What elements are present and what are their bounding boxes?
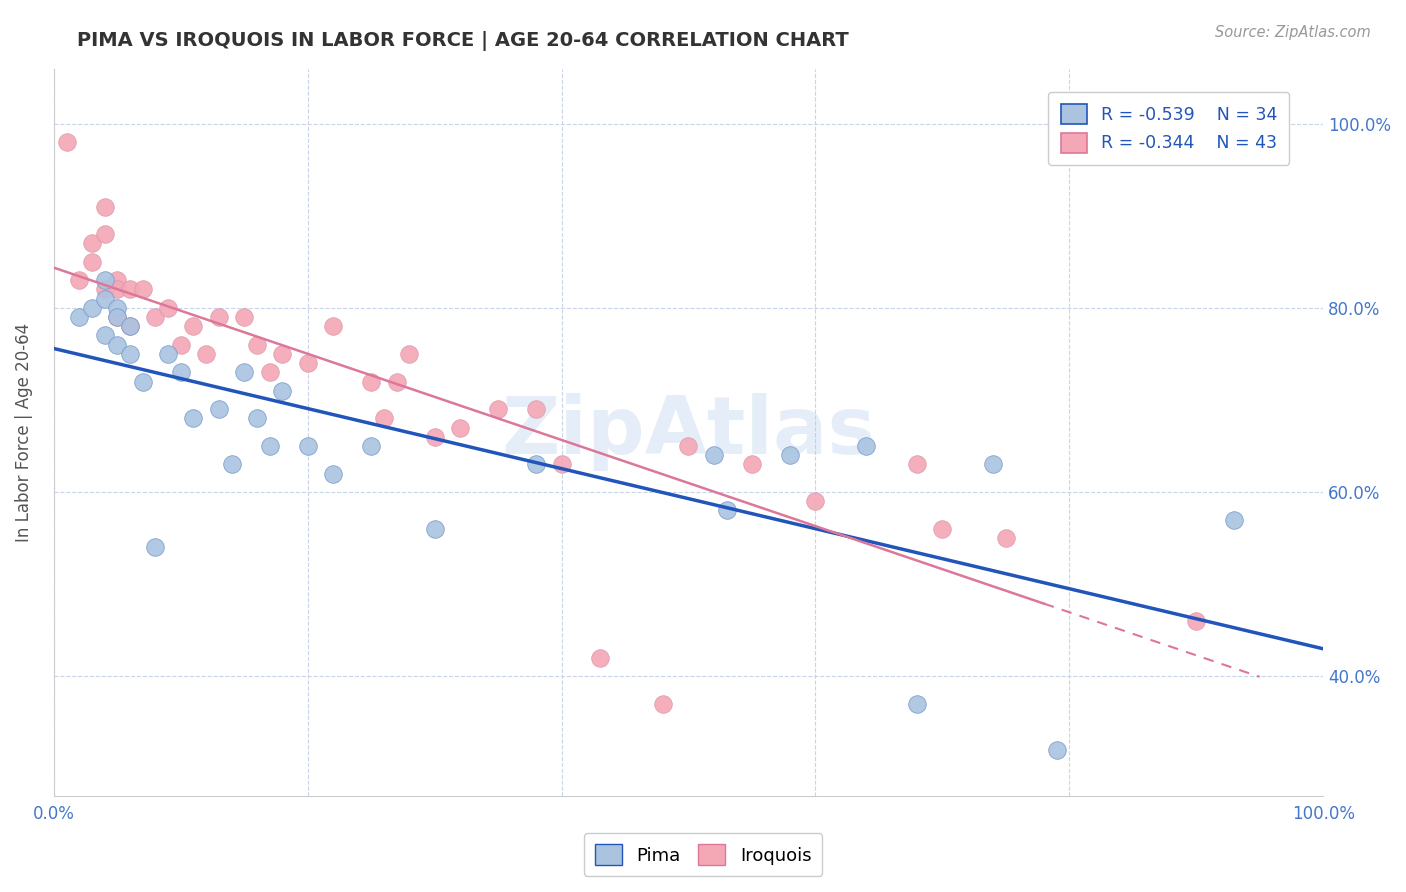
- Point: [1045, 743, 1067, 757]
- Point: [67, 310, 90, 324]
- Point: [131, 375, 153, 389]
- Point: [652, 697, 675, 711]
- Point: [145, 540, 167, 554]
- Point: [157, 347, 180, 361]
- Point: [183, 411, 205, 425]
- Point: [931, 522, 953, 536]
- Point: [423, 522, 446, 536]
- Y-axis label: In Labor Force | Age 20-64: In Labor Force | Age 20-64: [15, 323, 32, 541]
- Point: [259, 439, 281, 453]
- Point: [855, 439, 877, 453]
- Point: [105, 273, 128, 287]
- Point: [145, 310, 167, 324]
- Point: [588, 650, 610, 665]
- Point: [246, 337, 269, 351]
- Point: [93, 273, 115, 287]
- Point: [118, 347, 141, 361]
- Point: [170, 337, 193, 351]
- Point: [131, 282, 153, 296]
- Point: [221, 458, 243, 472]
- Point: [905, 697, 928, 711]
- Point: [93, 328, 115, 343]
- Point: [105, 310, 128, 324]
- Point: [105, 337, 128, 351]
- Point: [385, 375, 408, 389]
- Point: [233, 310, 256, 324]
- Text: Source: ZipAtlas.com: Source: ZipAtlas.com: [1215, 25, 1371, 40]
- Point: [80, 301, 103, 315]
- Text: ZipAtlas: ZipAtlas: [501, 393, 876, 471]
- Point: [246, 411, 269, 425]
- Point: [233, 365, 256, 379]
- Point: [80, 255, 103, 269]
- Point: [550, 458, 572, 472]
- Point: [208, 310, 231, 324]
- Point: [524, 402, 547, 417]
- Point: [297, 356, 319, 370]
- Point: [779, 448, 801, 462]
- Point: [80, 236, 103, 251]
- Point: [423, 430, 446, 444]
- Point: [905, 458, 928, 472]
- Point: [118, 282, 141, 296]
- Point: [449, 420, 471, 434]
- Point: [183, 319, 205, 334]
- Point: [208, 402, 231, 417]
- Point: [118, 319, 141, 334]
- Point: [322, 319, 344, 334]
- Point: [271, 384, 294, 398]
- Point: [105, 310, 128, 324]
- Point: [105, 301, 128, 315]
- Point: [297, 439, 319, 453]
- Point: [716, 503, 738, 517]
- Point: [93, 292, 115, 306]
- Point: [360, 375, 382, 389]
- Point: [398, 347, 420, 361]
- Point: [170, 365, 193, 379]
- Legend: Pima, Iroquois: Pima, Iroquois: [583, 833, 823, 876]
- Point: [67, 273, 90, 287]
- Point: [981, 458, 1004, 472]
- Point: [524, 458, 547, 472]
- Point: [259, 365, 281, 379]
- Point: [1223, 513, 1246, 527]
- Point: [118, 319, 141, 334]
- Point: [195, 347, 218, 361]
- Point: [703, 448, 725, 462]
- Point: [105, 282, 128, 296]
- Point: [93, 200, 115, 214]
- Point: [271, 347, 294, 361]
- Point: [741, 458, 763, 472]
- Point: [157, 301, 180, 315]
- Legend: R = -0.539    N = 34, R = -0.344    N = 43: R = -0.539 N = 34, R = -0.344 N = 43: [1049, 92, 1289, 165]
- Point: [486, 402, 509, 417]
- Point: [55, 135, 77, 149]
- Point: [1185, 614, 1208, 628]
- Point: [322, 467, 344, 481]
- Point: [994, 531, 1017, 545]
- Text: PIMA VS IROQUOIS IN LABOR FORCE | AGE 20-64 CORRELATION CHART: PIMA VS IROQUOIS IN LABOR FORCE | AGE 20…: [77, 31, 849, 51]
- Point: [360, 439, 382, 453]
- Point: [678, 439, 700, 453]
- Point: [93, 282, 115, 296]
- Point: [93, 227, 115, 242]
- Point: [373, 411, 395, 425]
- Point: [804, 494, 827, 508]
